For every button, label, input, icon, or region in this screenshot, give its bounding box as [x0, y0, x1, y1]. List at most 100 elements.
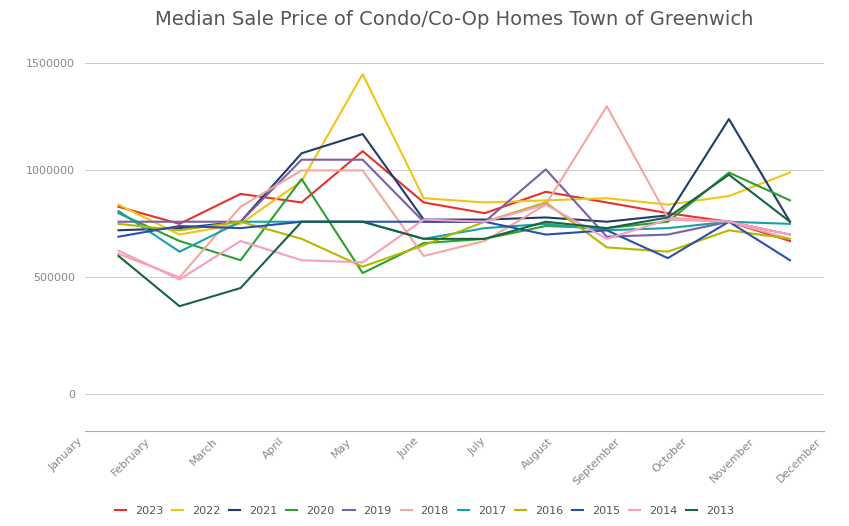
2013	[784, 219, 795, 225]
2015	[784, 257, 795, 264]
2017	[235, 219, 245, 225]
2014	[114, 247, 124, 254]
Line: 2016: 2016	[119, 203, 790, 267]
2017	[357, 219, 368, 225]
2016	[419, 242, 429, 248]
2015	[724, 219, 734, 225]
2017	[114, 208, 124, 214]
2019	[174, 219, 184, 225]
Line: 2014: 2014	[119, 205, 790, 279]
Line: 2021: 2021	[119, 119, 790, 230]
2020	[541, 223, 551, 229]
2018	[235, 204, 245, 210]
2022	[541, 197, 551, 204]
2022	[357, 71, 368, 77]
2020	[784, 197, 795, 204]
Line: 2020: 2020	[119, 173, 790, 273]
2023	[480, 210, 490, 216]
2014	[235, 238, 245, 244]
2017	[784, 221, 795, 227]
2019	[114, 219, 124, 225]
2022	[114, 201, 124, 208]
2013	[235, 285, 245, 291]
2015	[296, 219, 306, 225]
2015	[602, 227, 612, 234]
2023	[174, 221, 184, 227]
2017	[174, 248, 184, 255]
2021	[174, 225, 184, 231]
2021	[296, 150, 306, 156]
2023	[602, 199, 612, 206]
Line: 2018: 2018	[119, 106, 790, 277]
2017	[541, 221, 551, 227]
2013	[174, 303, 184, 309]
2021	[114, 227, 124, 234]
2015	[541, 231, 551, 238]
2014	[724, 219, 734, 225]
2014	[541, 201, 551, 208]
2022	[663, 201, 673, 208]
2017	[296, 219, 306, 225]
2015	[663, 255, 673, 261]
2015	[480, 219, 490, 225]
2022	[235, 221, 245, 227]
2018	[541, 201, 551, 208]
2016	[114, 221, 124, 227]
2018	[296, 167, 306, 174]
2013	[602, 225, 612, 231]
2020	[724, 169, 734, 176]
2014	[784, 231, 795, 238]
2017	[724, 219, 734, 225]
2020	[296, 176, 306, 182]
2016	[174, 227, 184, 234]
2019	[724, 219, 734, 225]
2021	[235, 219, 245, 225]
2018	[419, 253, 429, 259]
2014	[480, 219, 490, 225]
2023	[357, 148, 368, 154]
2023	[541, 189, 551, 195]
2018	[663, 214, 673, 220]
2020	[602, 225, 612, 231]
2016	[357, 264, 368, 270]
2013	[114, 253, 124, 259]
2015	[174, 223, 184, 229]
2014	[419, 216, 429, 222]
Title: Median Sale Price of Condo/Co-Op Homes Town of Greenwich: Median Sale Price of Condo/Co-Op Homes T…	[155, 11, 753, 29]
2018	[602, 103, 612, 109]
2022	[602, 195, 612, 201]
2019	[357, 157, 368, 163]
2020	[419, 240, 429, 246]
Line: 2015: 2015	[119, 222, 790, 260]
2022	[724, 193, 734, 199]
2015	[114, 234, 124, 240]
2013	[663, 214, 673, 220]
2013	[296, 219, 306, 225]
2014	[174, 276, 184, 282]
2018	[480, 238, 490, 244]
2016	[235, 219, 245, 225]
2018	[114, 251, 124, 257]
2022	[296, 178, 306, 184]
2022	[784, 169, 795, 176]
2021	[480, 216, 490, 222]
2023	[784, 238, 795, 244]
2016	[541, 199, 551, 206]
2023	[114, 204, 124, 210]
2017	[419, 236, 429, 242]
2018	[357, 167, 368, 174]
2017	[480, 225, 490, 231]
2016	[602, 244, 612, 250]
2021	[724, 116, 734, 122]
2019	[663, 231, 673, 238]
2016	[480, 219, 490, 225]
2021	[541, 214, 551, 220]
2020	[114, 210, 124, 216]
Line: 2013: 2013	[119, 175, 790, 306]
Line: 2017: 2017	[119, 211, 790, 251]
2023	[419, 199, 429, 206]
2019	[296, 157, 306, 163]
2016	[663, 248, 673, 255]
2016	[296, 236, 306, 242]
2013	[480, 236, 490, 242]
